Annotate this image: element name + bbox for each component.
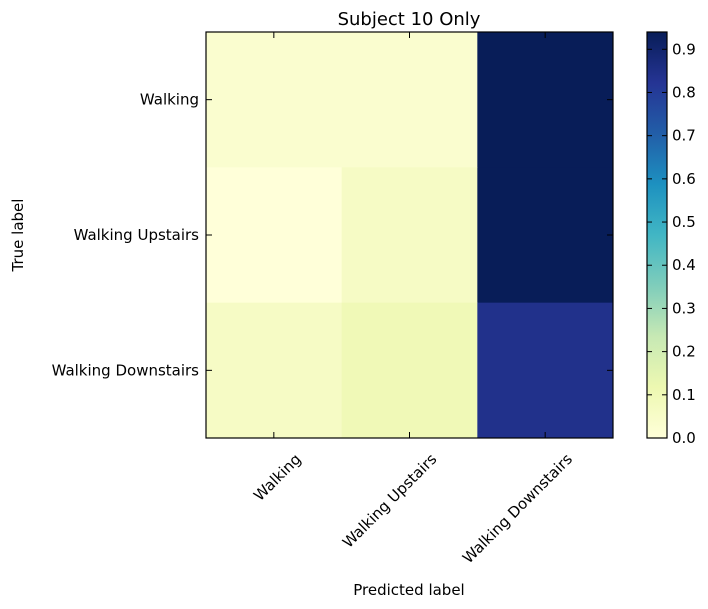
x-axis-label: Predicted label	[353, 581, 464, 599]
x-tick-label: Walking Upstairs	[339, 450, 441, 552]
heatmap-cells	[206, 32, 614, 439]
y-tick-label: Walking Upstairs	[74, 226, 200, 244]
heatmap-cell	[341, 167, 478, 304]
heatmap-cell	[477, 32, 614, 168]
colorbar-tick-label: 0.2	[672, 343, 696, 361]
heatmap-cell	[206, 302, 343, 439]
colorbar-tick-label: 0.4	[672, 256, 696, 274]
colorbar-gradient	[646, 31, 668, 439]
heatmap-cell	[477, 302, 614, 439]
colorbar-tick-label: 0.6	[672, 170, 696, 188]
colorbar-tick-label: 0.5	[672, 213, 696, 231]
heatmap-cell	[341, 302, 478, 439]
x-tick-label: Walking	[250, 450, 305, 505]
y-tick-label: Walking Downstairs	[52, 361, 200, 379]
colorbar-ticks: 0.0 0.1 0.2 0.3 0.4 0.5 0.6 0.7 0.8 0.9	[647, 40, 696, 447]
heatmap-cell	[477, 167, 614, 304]
colorbar-tick-label: 0.1	[672, 386, 696, 404]
colorbar-tick-label: 0.3	[672, 299, 696, 317]
heatmap-cell	[206, 32, 343, 168]
colorbar-tick-label: 0.8	[672, 83, 696, 101]
y-axis-label: True label	[9, 199, 27, 273]
y-axis: Walking Walking Upstairs Walking Downstair…	[52, 91, 613, 379]
heatmap-cell	[206, 167, 343, 304]
colorbar-tick-label: 0.0	[672, 429, 696, 447]
colorbar-tick-label: 0.9	[672, 40, 696, 58]
colorbar: 0.0 0.1 0.2 0.3 0.4 0.5 0.6 0.7 0.8 0.9	[646, 31, 696, 447]
colorbar-tick-label: 0.7	[672, 127, 696, 145]
chart-title: Subject 10 Only	[338, 9, 481, 30]
x-tick-label: Walking Downstairs	[459, 450, 576, 567]
heatmap-cell	[341, 32, 478, 168]
y-tick-label: Walking	[140, 91, 199, 109]
